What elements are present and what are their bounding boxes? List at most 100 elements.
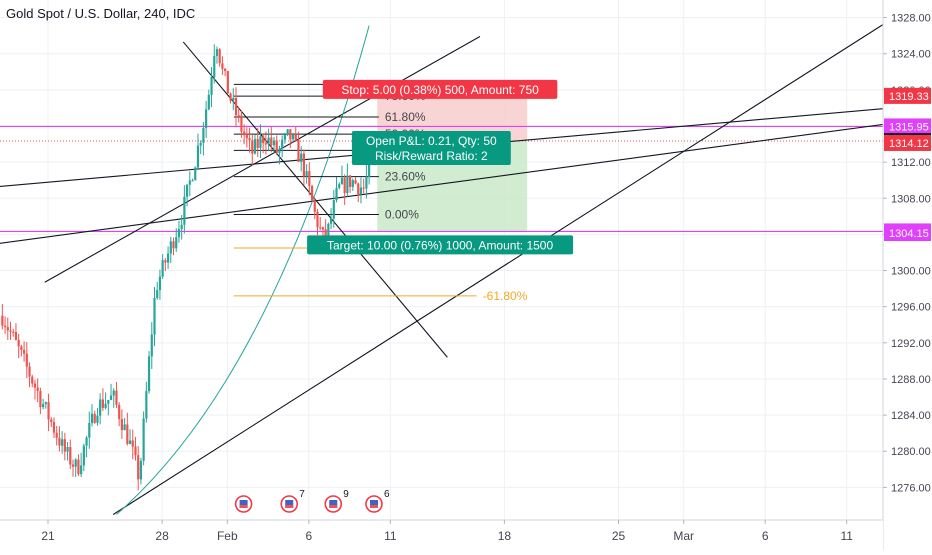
price-badge: 1319.33 bbox=[884, 87, 931, 104]
candle bbox=[310, 184, 314, 202]
candle bbox=[308, 162, 311, 196]
time-tick-label: 21 bbox=[41, 529, 55, 543]
candle bbox=[253, 134, 257, 155]
candle bbox=[39, 387, 42, 415]
trendline bbox=[182, 41, 448, 358]
time-tick-label: Mar bbox=[673, 529, 694, 543]
candle bbox=[156, 281, 159, 300]
candle bbox=[169, 236, 172, 264]
candle bbox=[150, 322, 153, 369]
candle bbox=[278, 145, 281, 165]
candle bbox=[147, 351, 151, 394]
price-tick-label: 1284.00 bbox=[891, 410, 931, 422]
candle bbox=[329, 208, 333, 230]
candle bbox=[77, 454, 80, 477]
candle bbox=[166, 246, 170, 269]
candle bbox=[365, 164, 368, 199]
candle bbox=[85, 435, 88, 458]
candle bbox=[109, 383, 113, 401]
candle bbox=[262, 133, 265, 154]
candle bbox=[283, 132, 286, 144]
candle bbox=[142, 411, 145, 466]
candle bbox=[210, 66, 213, 108]
price-badge: 1315.95 bbox=[884, 118, 931, 135]
candle bbox=[357, 182, 360, 203]
candle bbox=[196, 133, 200, 170]
curve-line bbox=[116, 25, 370, 515]
candle bbox=[42, 398, 45, 410]
candle bbox=[172, 237, 175, 256]
candle bbox=[25, 342, 28, 379]
time-tick-label: 25 bbox=[612, 529, 626, 543]
candle bbox=[99, 393, 102, 425]
candle bbox=[17, 333, 20, 359]
candle bbox=[58, 426, 61, 452]
chart-title: Gold Spot / U.S. Dollar, 240, IDC bbox=[6, 6, 196, 21]
candle bbox=[61, 431, 64, 454]
candle bbox=[305, 164, 308, 184]
candle bbox=[243, 124, 246, 145]
svg-text:Stop: 5.00 (0.38%) 500, Amount: Stop: 5.00 (0.38%) 500, Amount: 750 bbox=[341, 83, 539, 97]
event-flag-icon: 7 bbox=[280, 489, 305, 513]
candle bbox=[205, 100, 208, 138]
candle bbox=[118, 402, 121, 427]
candle bbox=[270, 126, 273, 153]
plot-area: 88.60%78.60%61.80%50.00%38.20%23.60%0.00… bbox=[0, 23, 883, 515]
candle bbox=[55, 425, 58, 446]
event-flag-icon: 6 bbox=[365, 489, 390, 513]
candle bbox=[82, 443, 85, 472]
price-tick-label: 1280.00 bbox=[891, 446, 931, 458]
candle bbox=[340, 165, 344, 185]
time-axis: 21 28 Feb 6 11 18 25 Mar 6 11 bbox=[0, 519, 883, 550]
time-tick-label: 11 bbox=[840, 529, 853, 543]
price-axis: 1276.00 1280.00 1284.00 1288.00 1292.00 1296.… bbox=[882, 0, 932, 550]
price-tick-label: 1292.00 bbox=[891, 338, 931, 350]
candle bbox=[354, 177, 357, 185]
candle bbox=[50, 417, 53, 428]
candle bbox=[123, 418, 126, 431]
event-flag-icon: 9 bbox=[324, 489, 349, 513]
time-tick-label: 6 bbox=[762, 529, 769, 543]
price-badge-label: 1319.33 bbox=[889, 91, 929, 103]
price-badge-label: 1315.95 bbox=[889, 121, 929, 133]
candle bbox=[66, 441, 69, 461]
candle bbox=[126, 412, 129, 446]
candle bbox=[313, 197, 316, 220]
candle bbox=[153, 286, 156, 347]
candle bbox=[137, 446, 140, 491]
candle bbox=[289, 128, 292, 149]
candle bbox=[240, 110, 243, 138]
price-tick-label: 1308.00 bbox=[891, 193, 931, 205]
price-tick-label: 1300.00 bbox=[891, 266, 931, 278]
candle bbox=[272, 136, 276, 154]
fib-level-label: 0.00% bbox=[385, 208, 419, 222]
candle bbox=[36, 378, 39, 403]
candle bbox=[291, 132, 295, 142]
time-tick-label: Feb bbox=[217, 529, 238, 543]
candle bbox=[183, 185, 186, 234]
candle bbox=[47, 393, 50, 432]
candle bbox=[226, 70, 229, 94]
candle bbox=[297, 131, 300, 163]
candle bbox=[302, 149, 306, 186]
candle bbox=[281, 135, 284, 158]
candle bbox=[3, 316, 7, 334]
candle bbox=[332, 190, 335, 228]
candle bbox=[218, 48, 221, 67]
candle bbox=[28, 362, 31, 388]
candle bbox=[107, 399, 110, 416]
candle bbox=[234, 87, 238, 128]
candle bbox=[338, 182, 341, 190]
trendline bbox=[112, 23, 883, 515]
candle bbox=[248, 127, 251, 153]
candle bbox=[188, 171, 191, 196]
candle bbox=[145, 381, 148, 423]
target-label: Target: 10.00 (0.76%) 1000, Amount: 1500 bbox=[307, 235, 574, 255]
candle bbox=[93, 410, 96, 424]
candle bbox=[120, 409, 123, 439]
candle bbox=[221, 56, 224, 75]
candle bbox=[185, 184, 189, 207]
candle bbox=[6, 317, 9, 340]
